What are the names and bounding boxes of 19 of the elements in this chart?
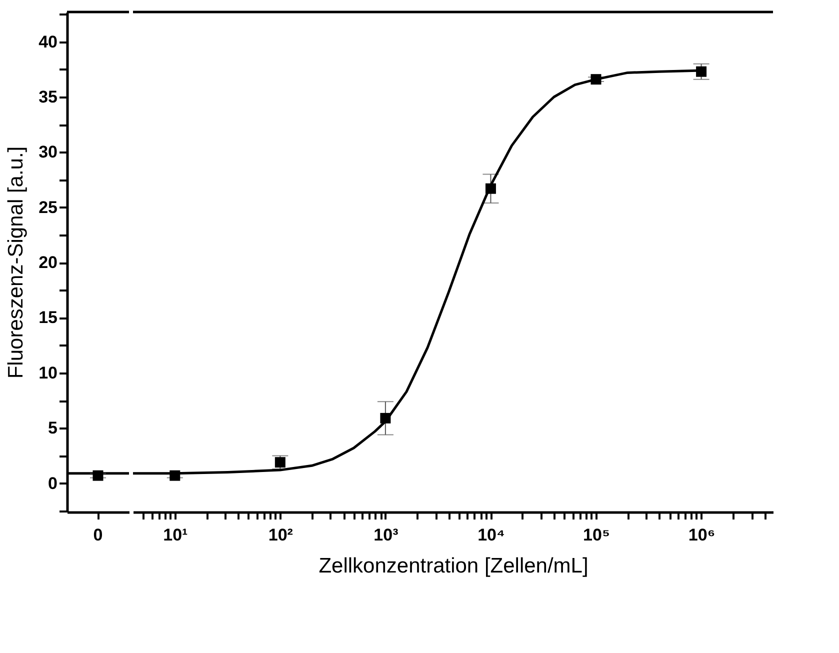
y-tick-label: 5 xyxy=(48,418,58,438)
x-tick-label: 10⁵ xyxy=(583,526,610,544)
y-tick-label: 15 xyxy=(38,308,58,328)
y-tick-label: 30 xyxy=(38,142,58,162)
y-tick-label: 25 xyxy=(38,198,58,217)
y-tick-label: 0 xyxy=(48,474,58,493)
y-tick-label: 40 xyxy=(38,32,58,52)
y-axis-title: Fluoreszenz-Signal [a.u.] xyxy=(4,146,28,379)
x-tick-label: 10¹ xyxy=(163,526,188,544)
y-tick-label: 35 xyxy=(38,87,58,106)
x-tick-label: 10² xyxy=(268,526,294,544)
x-axis-title: Zellkonzentration [Zellen/mL] xyxy=(318,554,588,578)
x-tick-label: 10⁶ xyxy=(688,526,716,544)
x-tick-label: 10³ xyxy=(374,526,399,544)
x-tick-label: 0 xyxy=(93,526,103,544)
y-tick-label: 20 xyxy=(38,253,58,272)
point xyxy=(274,457,286,468)
y-tick-label: 10 xyxy=(38,363,58,382)
x-tick-label: 10⁴ xyxy=(478,526,505,544)
